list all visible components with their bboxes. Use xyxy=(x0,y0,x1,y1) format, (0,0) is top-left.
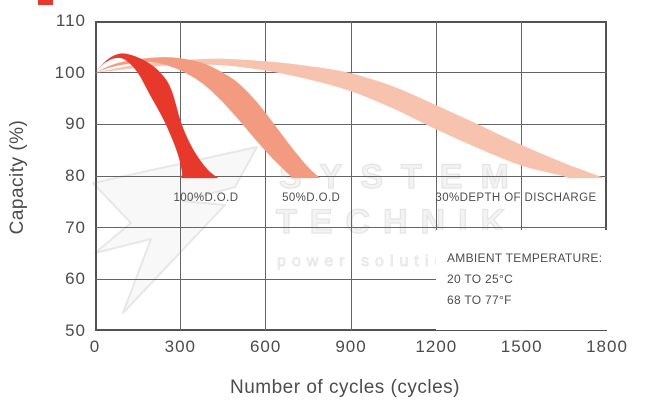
y-axis-title: Capacity (%) xyxy=(7,119,28,235)
y-tick-label: 80 xyxy=(65,166,86,185)
y-tick-label: 50 xyxy=(65,321,86,340)
x-tick-label: 900 xyxy=(335,337,367,356)
series-label: 30%DEPTH OF DISCHARGE xyxy=(435,192,597,205)
watermark-text-tagline: power solutions xyxy=(277,253,479,271)
y-tick-label: 60 xyxy=(65,269,86,289)
annotation-line: AMBIENT TEMPERATURE: xyxy=(447,251,603,265)
y-tick-label: 70 xyxy=(65,217,86,237)
gridline-vertical xyxy=(435,21,437,331)
gridline-vertical xyxy=(521,21,523,331)
logo-fragment xyxy=(38,0,53,5)
x-tick-label: 600 xyxy=(249,337,282,356)
series-label: 50%D.O.D xyxy=(282,192,341,205)
x-tick-label: 0 xyxy=(89,337,101,356)
gridline-vertical xyxy=(179,21,181,331)
x-tick-label: 1800 xyxy=(586,337,628,356)
band-30-depth-of-discharge xyxy=(95,58,604,179)
y-tick-label: 100 xyxy=(54,62,86,82)
watermark-arrow-icon xyxy=(92,146,258,314)
y-tick-label: 110 xyxy=(55,11,86,30)
band-50-d-o-d xyxy=(95,57,321,179)
x-tick-label: 1200 xyxy=(415,337,458,356)
band-100-d-o-d xyxy=(95,53,219,179)
x-axis-title: Number of cycles (cycles) xyxy=(230,377,460,398)
x-tick-label: 300 xyxy=(164,337,197,356)
x-tick-label: 1500 xyxy=(500,337,543,356)
annotation-line: 20 TO 25°C xyxy=(447,272,514,286)
y-tick-label: 90 xyxy=(65,114,86,134)
series-label: 100%D.O.D xyxy=(173,192,239,205)
gridline-vertical xyxy=(265,21,267,331)
annotation-line: 68 TO 77°F xyxy=(447,293,512,307)
annotation-box: AMBIENT TEMPERATURE: 20 TO 25°C 68 TO 77… xyxy=(436,230,610,330)
gridline-vertical xyxy=(350,21,352,331)
